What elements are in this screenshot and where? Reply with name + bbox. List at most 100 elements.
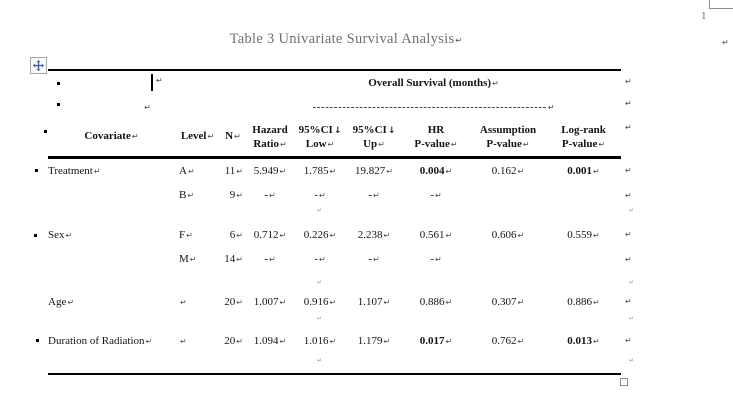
end-of-cell-mark: ↵ — [593, 337, 600, 346]
title-text: Table 3 Univariate Survival Analysis — [229, 31, 455, 47]
cell-level[interactable]: ↵ — [175, 329, 220, 355]
col-header-logrank-pvalue[interactable]: Log-rank P-value ↵ — [546, 118, 621, 156]
cell-hr-pvalue[interactable]: 0.017 ↵ — [402, 329, 470, 355]
page-title[interactable]: Table 3 Univariate Survival Analysis↵ — [0, 31, 692, 48]
cell-empty-left[interactable] — [48, 71, 246, 97]
cell-text: 11 — [224, 165, 236, 178]
cell-covariate[interactable]: Duration of Radiation ↵ — [48, 329, 175, 355]
cell-ci-up[interactable]: 1.179 ↵ — [346, 329, 402, 355]
cell-hazard-ratio[interactable]: 5.949 ↵ — [246, 159, 294, 185]
col-header-covariate[interactable]: Covariate ↵ — [48, 118, 175, 156]
cell-ci-low[interactable]: - ↵ — [294, 185, 346, 207]
cell-text: 0.561 — [419, 228, 445, 241]
cell-hazard-ratio[interactable]: 1.094 ↵ — [246, 329, 294, 355]
col-header-ci-low[interactable]: 95%CI ↓ Low ↵ — [294, 118, 346, 156]
cell-hazard-ratio[interactable]: - ↵ — [246, 185, 294, 207]
cell-hazard-ratio[interactable]: 0.712 ↵ — [246, 223, 294, 248]
cell-ci-low[interactable]: 1.785 ↵ — [294, 159, 346, 185]
end-of-cell-mark: ↵ — [67, 297, 75, 307]
cell-n[interactable]: 14 ↵ — [220, 248, 246, 271]
cell-hr-pvalue[interactable]: 0.886 ↵ — [402, 292, 470, 313]
end-of-cell-mark: ↵ — [547, 102, 555, 112]
cell-text: 0.017 — [419, 335, 445, 348]
cell-n[interactable]: 11 ↵ — [220, 159, 246, 185]
cell-logrank-pvalue[interactable]: 0.559 ↵ — [546, 223, 621, 248]
table-row-overall-header: Overall Survival (months) ↵ — [48, 71, 621, 97]
cell-assumption-pvalue[interactable] — [470, 185, 546, 207]
cell-text: - — [368, 189, 372, 202]
cell-text: 1.016 — [303, 335, 329, 348]
header-divider-line — [48, 156, 621, 159]
cell-logrank-pvalue[interactable]: 0.013 ↵ — [546, 329, 621, 355]
table-row-dashed-separator: ↵ --------------------------------------… — [48, 97, 621, 118]
cell-text: Treatment — [48, 165, 93, 178]
cell-covariate[interactable] — [48, 248, 175, 271]
cell-covariate[interactable]: Sex ↵ — [48, 223, 175, 248]
cell-n[interactable]: 20 ↵ — [220, 329, 246, 355]
cell-assumption-pvalue[interactable]: 0.162 ↵ — [470, 159, 546, 185]
cell-logrank-pvalue[interactable]: 0.001 ↵ — [546, 159, 621, 185]
cell-hr-pvalue[interactable]: - ↵ — [402, 248, 470, 271]
cell-covariate[interactable]: Treatment ↵ — [48, 159, 175, 185]
cell-assumption-pvalue[interactable] — [470, 248, 546, 271]
cell-hazard-ratio[interactable]: - ↵ — [246, 248, 294, 271]
cell-assumption-pvalue[interactable]: 0.762 ↵ — [470, 329, 546, 355]
cell-logrank-pvalue[interactable] — [546, 248, 621, 271]
cell-empty-left[interactable]: ↵ — [48, 97, 246, 118]
cell-n[interactable]: 6 ↵ — [220, 223, 246, 248]
paragraph-mark: ↵ — [455, 36, 463, 45]
cell-covariate[interactable] — [48, 185, 175, 207]
cell-logrank-pvalue[interactable] — [546, 185, 621, 207]
cell-ci-up[interactable]: - ↵ — [346, 185, 402, 207]
cell-ci-up[interactable]: 19.827 ↵ — [346, 159, 402, 185]
end-of-cell-mark: ↵ — [236, 191, 243, 200]
header-label: Hazard — [252, 123, 288, 136]
header-label: Level — [180, 130, 207, 143]
col-header-hazard-ratio[interactable]: Hazard Ratio ↵ — [246, 118, 294, 156]
cell-hazard-ratio[interactable]: 1.007 ↵ — [246, 292, 294, 313]
paragraph-square-mark — [34, 234, 37, 237]
cell-level[interactable]: F ↵ — [175, 223, 220, 248]
cell-level[interactable]: A ↵ — [175, 159, 220, 185]
cell-covariate[interactable]: Age ↵ — [48, 292, 175, 313]
cell-ci-low[interactable]: - ↵ — [294, 248, 346, 271]
end-of-cell-mark: ↵ — [445, 337, 453, 346]
cell-hr-pvalue[interactable]: 0.561 ↵ — [402, 223, 470, 248]
end-of-cell-mark: ↵ — [593, 230, 600, 240]
col-header-hr-pvalue[interactable]: HR P-value ↵ — [402, 118, 470, 156]
header-label: Low — [305, 138, 327, 151]
cell-n[interactable]: 9 ↵ — [220, 185, 246, 207]
cell-hr-pvalue[interactable]: - ↵ — [402, 185, 470, 207]
cell-n[interactable]: 20 ↵ — [220, 292, 246, 313]
col-header-ci-up[interactable]: 95%CI ↓ Up ↵ — [346, 118, 402, 156]
cell-ci-low[interactable]: 1.016 ↵ — [294, 329, 346, 355]
table-resize-handle[interactable] — [620, 378, 628, 386]
cell-text: 9 — [229, 189, 236, 202]
end-of-cell-mark: ↵ — [207, 132, 215, 141]
cell-level[interactable]: B ↵ — [175, 185, 220, 207]
cell-logrank-pvalue[interactable]: 0.886 ↵ — [546, 292, 621, 313]
header-label: P-value — [414, 138, 450, 150]
cell-assumption-pvalue[interactable]: 0.606 ↵ — [470, 223, 546, 248]
col-header-assumption-pvalue[interactable]: Assumption P-value ↵ — [470, 118, 546, 156]
cell-ci-low[interactable]: 0.226 ↵ — [294, 223, 346, 248]
cell-ci-up[interactable]: 2.238 ↵ — [346, 223, 402, 248]
col-header-n[interactable]: N ↵ — [220, 118, 246, 156]
end-of-row-mark: ↵ — [629, 315, 635, 322]
cell-level[interactable]: ↵ — [175, 292, 220, 313]
cell-text: 5.949 — [253, 165, 279, 178]
cell-level[interactable]: M ↵ — [175, 248, 220, 271]
cell-overall-survival-header[interactable]: Overall Survival (months) ↵ — [246, 71, 621, 97]
table-move-handle[interactable] — [30, 57, 47, 74]
end-of-cell-mark: ↵ — [317, 315, 323, 322]
cell-hr-pvalue[interactable]: 0.004 ↵ — [402, 159, 470, 185]
cell-text: 1.785 — [303, 165, 329, 178]
end-of-cell-mark: ↵ — [279, 230, 287, 240]
cell-ci-up[interactable]: 1.107 ↵ — [346, 292, 402, 313]
cell-ci-low[interactable]: 0.916 ↵ — [294, 292, 346, 313]
cell-ci-up[interactable]: - ↵ — [346, 248, 402, 271]
end-of-cell-mark: ↵ — [434, 191, 442, 200]
col-header-level[interactable]: Level ↵ — [175, 118, 220, 156]
dashed-separator[interactable]: ----------------------------------------… — [246, 97, 621, 118]
cell-assumption-pvalue[interactable]: 0.307 ↵ — [470, 292, 546, 313]
